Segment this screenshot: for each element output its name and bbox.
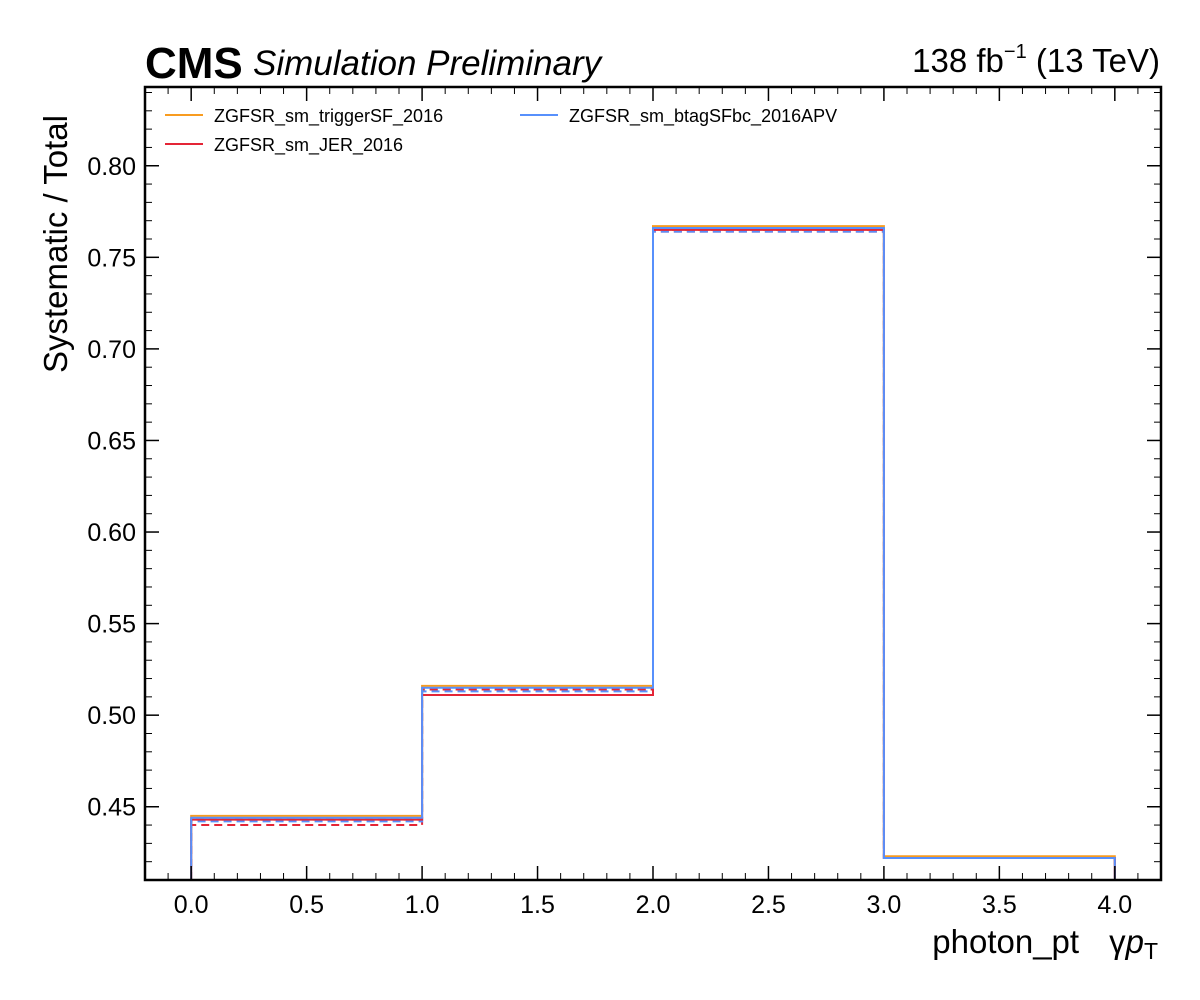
x-tick-label: 1.5 [520,891,555,919]
x-tick-label: 0.5 [289,891,324,919]
y-tick-label: 0.70 [87,336,136,364]
y-tick-label: 0.50 [87,702,136,730]
lumi-exponent: −1 [1004,41,1027,63]
x-tick-label: 4.0 [1097,891,1132,919]
legend-label-0: ZGFSR_sm_triggerSF_2016 [214,106,443,127]
y-tick-label: 0.55 [87,611,136,639]
legend-label-1: ZGFSR_sm_JER_2016 [214,135,403,156]
x-tick-label: 1.0 [405,891,440,919]
legend-label-2: ZGFSR_sm_btagSFbc_2016APV [569,106,837,127]
x-tick-label: 0.0 [174,891,209,919]
plot-frame [143,85,1163,882]
series-line-2 [190,227,1116,880]
y-tick-label: 0.60 [87,519,136,547]
x-tick-label: 2.0 [636,891,671,919]
simulation-label: Simulation Preliminary [253,44,604,83]
y-tick-label: 0.65 [87,427,136,455]
y-axis-label: Systematic / Total [37,115,74,373]
legend: ZGFSR_sm_triggerSF_2016 ZGFSR_sm_JER_2016… [165,106,837,156]
x-tick-label: 3.5 [982,891,1017,919]
x-tick-label: 3.0 [867,891,902,919]
lumi-label: 138 fb−1 (13 TeV) [912,41,1160,79]
cms-label: CMS [145,39,243,88]
x-axis-label: photon_pt γpT [932,923,1158,964]
tick-labels: 0.0 0.5 1.0 1.5 2.0 2.5 3.0 3.5 4.0 0.45 0.50 0.55 0… [87,153,1132,919]
plot-lines [190,225,1116,880]
y-tick-label: 0.45 [87,794,136,822]
y-tick-label: 0.75 [87,244,136,272]
x-tick-label: 2.5 [751,891,786,919]
y-tick-label: 0.80 [87,153,136,181]
